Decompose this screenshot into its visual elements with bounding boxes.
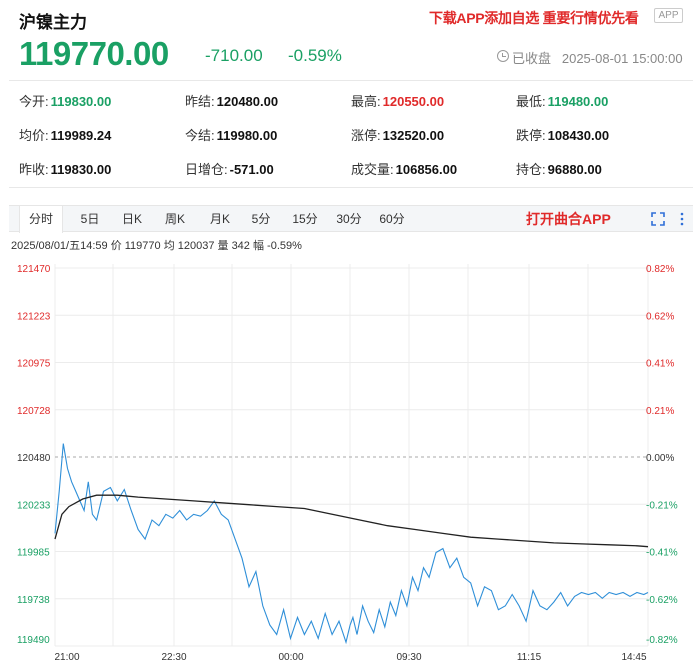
- y-pct-tick-label: 0.21%: [646, 406, 674, 417]
- fullscreen-icon[interactable]: [651, 212, 665, 226]
- app-badge[interactable]: APP: [654, 8, 683, 23]
- stat-value: 119830.00: [50, 162, 112, 177]
- y-pct-tick-label: -0.21%: [646, 500, 678, 511]
- clock-icon: [497, 50, 509, 62]
- y-tick-label: 119490: [17, 635, 50, 646]
- promo-link[interactable]: 下载APP添加自选 重要行情优先看: [429, 10, 639, 26]
- y-tick-label: 120728: [17, 406, 51, 417]
- status-label: 已收盘: [512, 51, 552, 66]
- stat-label: 均价:: [19, 128, 49, 143]
- stat-label: 昨收:: [19, 162, 49, 177]
- x-tick-label: 14:45: [621, 652, 646, 663]
- y-pct-tick-label: 0.41%: [646, 359, 674, 370]
- x-tick-label: 00:00: [278, 652, 303, 663]
- price-line: [54, 443, 649, 645]
- y-tick-label: 120480: [17, 453, 51, 464]
- stat-item: 成交量: 106856.00: [351, 159, 457, 178]
- x-tick-label: 09:30: [396, 652, 421, 663]
- crosshair-info: 2025/08/01/五14:59 价 119770 均 120037 量 34…: [11, 240, 302, 252]
- stat-label: 昨结:: [185, 94, 215, 109]
- tab-3[interactable]: 日K: [121, 212, 142, 226]
- tab-4[interactable]: 周K: [164, 212, 185, 226]
- stat-item: 最高: 120550.00: [351, 91, 444, 110]
- stat-item: 昨结: 120480.00: [185, 91, 278, 110]
- x-tick-label: 11:15: [517, 652, 542, 663]
- stat-value: 106856.00: [395, 162, 458, 177]
- tab-6[interactable]: 5分: [251, 212, 271, 226]
- tab-7[interactable]: 15分: [292, 212, 318, 226]
- stat-value: 132520.00: [382, 128, 445, 143]
- stat-item: 今开: 119830.00: [19, 91, 111, 110]
- stat-item: 今结: 119980.00: [185, 125, 277, 144]
- tab-9[interactable]: 60分: [379, 212, 405, 226]
- price-change: -710.00: [205, 46, 263, 65]
- stat-value: -571.00: [229, 162, 274, 177]
- y-tick-label: 121223: [17, 311, 51, 322]
- stat-value: 119830.00: [50, 94, 112, 109]
- tab-2[interactable]: 5日: [80, 212, 100, 226]
- stat-label: 今开:: [19, 94, 49, 109]
- last-price: 119770.00: [19, 35, 169, 72]
- stat-label: 持仓:: [516, 162, 546, 177]
- y-pct-tick-label: 0.82%: [646, 264, 674, 275]
- divider: [9, 187, 693, 188]
- tab-1[interactable]: 分时: [19, 206, 63, 233]
- more-vertical-icon[interactable]: [675, 212, 689, 226]
- open-app-link[interactable]: 打开曲合APP: [526, 211, 611, 227]
- status-timestamp: 2025-08-01 15:00:00: [561, 51, 683, 66]
- stat-label: 最高:: [351, 94, 381, 109]
- stat-value: 119989.24: [50, 128, 112, 143]
- y-tick-label: 119985: [17, 548, 50, 559]
- stat-item: 日增仓: -571.00: [185, 159, 274, 178]
- stat-item: 最低: 119480.00: [516, 91, 608, 110]
- stat-item: 昨收: 119830.00: [19, 159, 111, 178]
- tab-8[interactable]: 30分: [336, 212, 362, 226]
- tab-5[interactable]: 月K: [209, 212, 230, 226]
- stat-item: 均价: 119989.24: [19, 125, 111, 144]
- y-pct-tick-label: 0.62%: [646, 311, 674, 322]
- stat-label: 成交量:: [351, 162, 394, 177]
- divider: [9, 80, 693, 81]
- stat-value: 119480.00: [547, 94, 609, 109]
- stat-value: 96880.00: [547, 162, 602, 177]
- x-tick-label: 22:30: [161, 652, 186, 663]
- intraday-chart[interactable]: 121470 0.82% 121223 0.62% 120975 0.41% 120728 0…: [0, 256, 700, 666]
- stat-value: 120550.00: [382, 94, 445, 109]
- stat-label: 最低:: [516, 94, 546, 109]
- stat-label: 跌停:: [516, 128, 546, 143]
- stat-label: 日增仓:: [185, 162, 228, 177]
- price-change-pct: -0.59%: [288, 46, 342, 65]
- stat-item: 涨停: 132520.00: [351, 125, 444, 144]
- x-tick-label: 21:00: [54, 652, 79, 663]
- y-tick-label: 121470: [17, 264, 51, 275]
- y-tick-label: 120233: [17, 500, 51, 511]
- stat-label: 今结:: [185, 128, 215, 143]
- average-line: [54, 494, 649, 548]
- stat-item: 持仓: 96880.00: [516, 159, 602, 178]
- stat-value: 120480.00: [216, 94, 279, 109]
- y-tick-label: 119738: [17, 595, 50, 606]
- y-tick-label: 120975: [17, 359, 51, 370]
- period-tabbar: 分时 5日 日K 周K 月K 5分 15分 30分 60分 打开曲合APP: [9, 205, 693, 233]
- y-pct-tick-label: -0.41%: [646, 548, 678, 559]
- page-title: 沪镍主力: [19, 13, 87, 32]
- y-pct-tick-label: 0.00%: [646, 453, 674, 464]
- stat-value: 119980.00: [216, 128, 278, 143]
- stat-label: 涨停:: [351, 128, 381, 143]
- y-pct-tick-label: -0.82%: [646, 635, 678, 646]
- y-pct-tick-label: -0.62%: [646, 595, 678, 606]
- stat-item: 跌停: 108430.00: [516, 125, 609, 144]
- market-status: 已收盘 2025-08-01 15:00:00: [512, 48, 683, 67]
- stat-value: 108430.00: [547, 128, 610, 143]
